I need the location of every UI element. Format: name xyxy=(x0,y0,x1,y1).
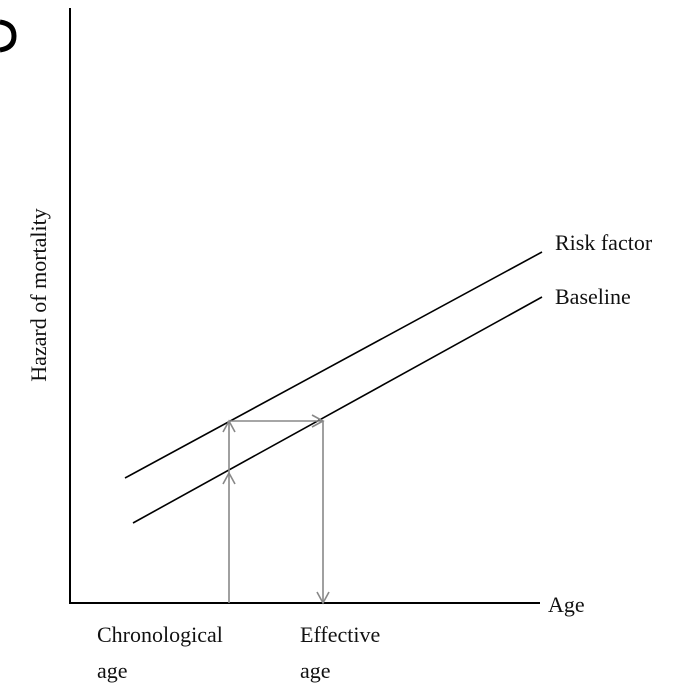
cut-panel-letter xyxy=(0,19,17,53)
line-label: Baseline xyxy=(555,284,631,309)
line-label: Risk factor xyxy=(555,230,653,255)
marker-label: age xyxy=(300,658,331,683)
risk-factor-line xyxy=(124,251,543,479)
y-axis-label: Hazard of mortality xyxy=(26,208,51,382)
marker-label: Effective xyxy=(300,622,380,647)
down-arrow xyxy=(316,591,330,605)
marker-label: Chronological xyxy=(97,622,223,647)
marker-label: age xyxy=(97,658,128,683)
x-axis-label: Age xyxy=(548,592,585,617)
baseline-line xyxy=(132,296,543,524)
